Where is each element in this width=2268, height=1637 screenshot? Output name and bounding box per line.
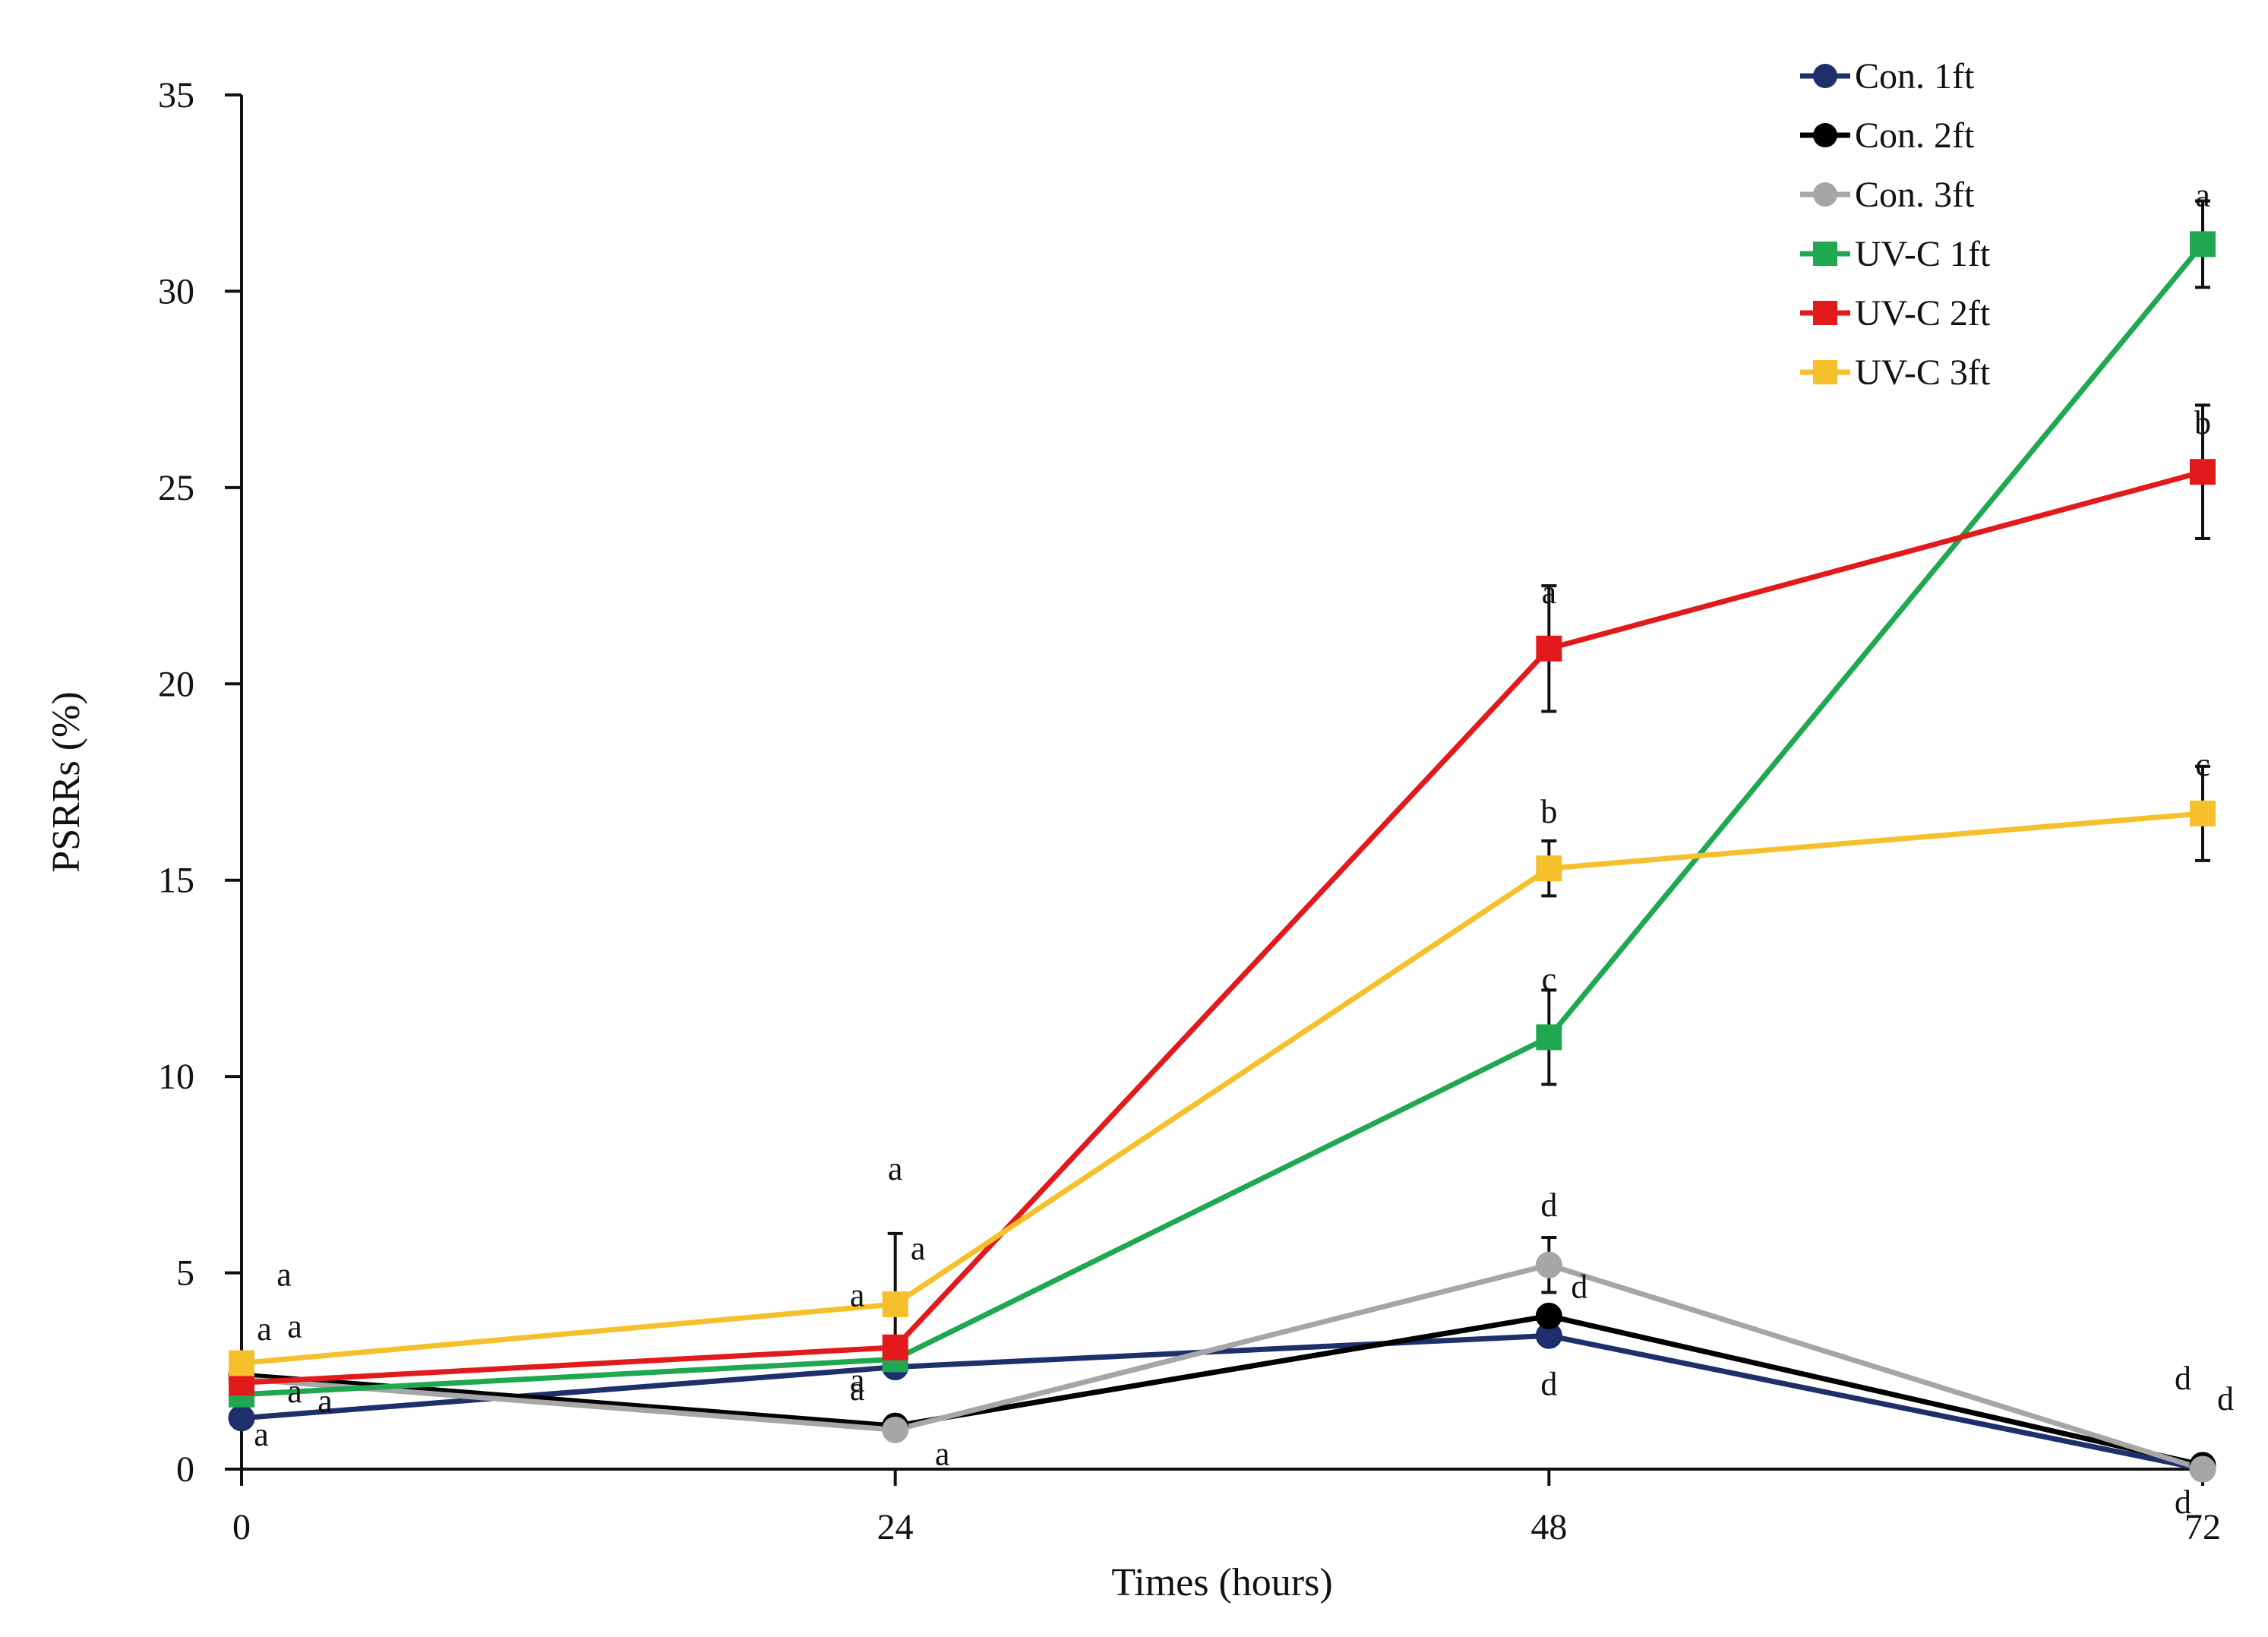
legend-marker: [1813, 360, 1837, 384]
legend-item-uv-c-3ft: UV-C 3ft: [1800, 352, 1991, 393]
marker-uv-c-3ft: [2190, 800, 2216, 826]
letter-con-1ft: a: [850, 1362, 865, 1399]
letter-uv-c-3ft: a: [276, 1256, 292, 1293]
legend: Con. 1ft Con. 2ft Con. 3ft UV-C 1ft UV-C 2ft…: [1800, 56, 1991, 393]
legend-item-con-3ft: Con. 3ft: [1800, 175, 1975, 215]
y-axis-title: PSRRs (%): [45, 691, 88, 872]
markers: [228, 231, 2216, 1483]
marker-con-1ft: [228, 1405, 255, 1432]
y-tick-label: 5: [176, 1253, 194, 1294]
letter-con-2ft: a: [850, 1370, 865, 1408]
marker-uv-c-2ft: [2190, 459, 2216, 485]
letter-con-3ft: d: [1540, 1187, 1557, 1224]
letter-con-2ft: d: [1571, 1268, 1587, 1305]
y-ticks: 0 5 10 15 20 25 30 35: [158, 75, 242, 1490]
y-tick-label: 0: [176, 1449, 194, 1490]
letter-uv-c-2ft: a: [911, 1230, 926, 1267]
marker-uv-c-3ft: [882, 1291, 908, 1317]
series-line-uv-c-3ft: [241, 811, 2203, 1366]
x-ticks: 0 24 48 72: [232, 1469, 2221, 1547]
y-tick-label: 15: [158, 861, 194, 901]
y-tick-label: 30: [158, 271, 194, 311]
y-tick-label: 20: [158, 664, 194, 704]
legend-item-uv-c-2ft: UV-C 2ft: [1800, 293, 1991, 333]
y-tick-label: 35: [158, 75, 194, 115]
plot-series: [241, 242, 2205, 1472]
marker-uv-c-2ft: [1536, 635, 1562, 662]
legend-label: Con. 3ft: [1855, 175, 1975, 215]
letter-uv-c-3ft: c: [2195, 746, 2210, 783]
x-tick-label: 48: [1530, 1507, 1567, 1547]
x-tick-label: 72: [2184, 1507, 2221, 1547]
letter-con-2ft: d: [2175, 1360, 2191, 1397]
legend-marker: [1813, 301, 1837, 325]
legend-marker: [1813, 64, 1837, 88]
x-tick-label: 0: [232, 1507, 251, 1547]
legend-label: UV-C 1ft: [1855, 234, 1991, 274]
legend-label: Con. 1ft: [1855, 56, 1975, 96]
letter-uv-c-1ft: a: [2195, 176, 2210, 213]
legend-item-uv-c-1ft: UV-C 1ft: [1800, 234, 1991, 274]
letter-uv-c-1ft: a: [257, 1310, 272, 1348]
legend-label: UV-C 3ft: [1855, 352, 1991, 393]
x-axis-title: Times (hours): [1111, 1561, 1332, 1604]
letter-uv-c-2ft: a: [287, 1307, 302, 1345]
letter-con-1ft: d: [2175, 1484, 2191, 1521]
legend-label: UV-C 2ft: [1855, 293, 1991, 333]
series-line-uv-c-2ft: [241, 469, 2203, 1386]
series-line-con-1ft: [241, 1332, 2203, 1472]
marker-con-3ft: [2189, 1455, 2216, 1483]
letter-con-3ft: a: [317, 1383, 333, 1420]
marker-uv-c-1ft: [1536, 1024, 1562, 1051]
letter-con-1ft: d: [1540, 1365, 1557, 1402]
x-tick-label: 24: [877, 1507, 914, 1547]
marker-con-2ft: [1535, 1302, 1562, 1329]
marker-uv-c-1ft: [2190, 231, 2216, 258]
legend-marker: [1813, 182, 1837, 207]
letter-uv-c-2ft: b: [2194, 404, 2211, 441]
y-tick-label: 25: [158, 468, 194, 508]
letter-con-3ft: a: [935, 1435, 950, 1472]
marker-uv-c-3ft: [229, 1350, 254, 1376]
series-line-uv-c-1ft: [241, 242, 2205, 1398]
letter-con-1ft: a: [254, 1416, 269, 1453]
series-line-con-2ft: [241, 1313, 2203, 1468]
legend-item-con-1ft: Con. 1ft: [1800, 56, 1975, 96]
axes: [240, 95, 2203, 1471]
marker-uv-c-2ft: [882, 1334, 908, 1360]
y-tick-label: 10: [158, 1057, 194, 1097]
series-line-con-3ft: [241, 1262, 2204, 1472]
letter-uv-c-3ft: a: [888, 1150, 903, 1187]
legend-label: Con. 2ft: [1855, 115, 1975, 156]
marker-con-3ft: [882, 1416, 909, 1443]
letter-con-2ft: a: [287, 1373, 302, 1410]
legend-marker: [1813, 123, 1837, 147]
letter-con-3ft: d: [2217, 1380, 2234, 1417]
legend-marker: [1813, 242, 1837, 266]
letter-uv-c-1ft: a: [850, 1276, 865, 1313]
legend-item-con-2ft: Con. 2ft: [1800, 115, 1975, 156]
marker-uv-c-3ft: [1536, 855, 1562, 882]
letter-uv-c-2ft: a: [1542, 574, 1557, 611]
letter-uv-c-3ft: b: [1540, 793, 1557, 830]
letter-uv-c-1ft: c: [1542, 960, 1557, 997]
marker-con-3ft: [1535, 1251, 1562, 1278]
